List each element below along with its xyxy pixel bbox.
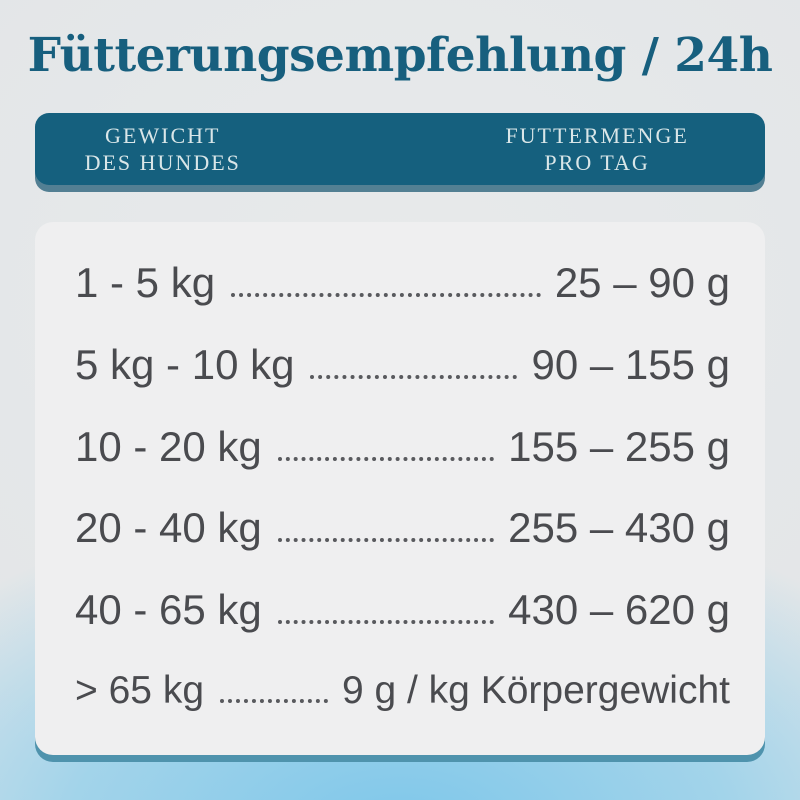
table-row: 1 - 5 kg 25 – 90 g bbox=[75, 262, 730, 304]
table-row: 5 kg - 10 kg 90 – 155 g bbox=[75, 340, 730, 388]
header-weight-line2: DES HUNDES bbox=[84, 150, 241, 175]
food-amount: 255 – 430 g bbox=[508, 504, 730, 552]
weight-range: 40 - 65 kg bbox=[75, 586, 262, 634]
header-amount-line2: PRO TAG bbox=[544, 150, 650, 175]
weight-range: 1 - 5 kg bbox=[75, 259, 216, 306]
weight-range: 10 - 20 kg bbox=[75, 422, 262, 470]
table-row: 10 - 20 kg 155 – 255 g bbox=[75, 422, 730, 470]
header-weight-line1: GEWICHT bbox=[105, 123, 221, 148]
dot-leader bbox=[277, 448, 495, 461]
food-amount: 25 – 90 g bbox=[554, 259, 730, 306]
table-row: 20 - 40 kg 255 – 430 g bbox=[75, 507, 730, 549]
header-amount-column: FUTTERMENGE PRO TAG bbox=[429, 122, 765, 176]
weight-range: 20 - 40 kg bbox=[75, 504, 262, 552]
page-title: Fütterungsempfehlung / 24h bbox=[27, 28, 773, 83]
food-amount: 9 g / kg Körpergewicht bbox=[341, 668, 730, 712]
feeding-table-panel: 1 - 5 kg 25 – 90 g 5 kg - 10 kg 90 – 155… bbox=[35, 222, 765, 755]
header-weight-column: GEWICHT DES HUNDES bbox=[35, 122, 291, 176]
table-header-bar: GEWICHT DES HUNDES FUTTERMENGE PRO TAG bbox=[35, 113, 765, 185]
weight-range: 5 kg - 10 kg bbox=[75, 340, 295, 388]
food-amount: 90 – 155 g bbox=[531, 340, 730, 388]
food-amount: 430 – 620 g bbox=[508, 586, 730, 634]
dot-leader bbox=[220, 690, 328, 703]
food-amount: 155 – 255 g bbox=[508, 422, 730, 470]
weight-range: > 65 kg bbox=[75, 668, 205, 712]
dot-leader bbox=[277, 529, 495, 543]
dot-leader bbox=[231, 284, 541, 297]
dot-leader bbox=[277, 611, 495, 625]
table-row: > 65 kg 9 g / kg Körpergewicht bbox=[75, 671, 730, 710]
header-amount-line1: FUTTERMENGE bbox=[505, 123, 689, 148]
dot-leader bbox=[310, 366, 518, 379]
table-row: 40 - 65 kg 430 – 620 g bbox=[75, 589, 730, 631]
